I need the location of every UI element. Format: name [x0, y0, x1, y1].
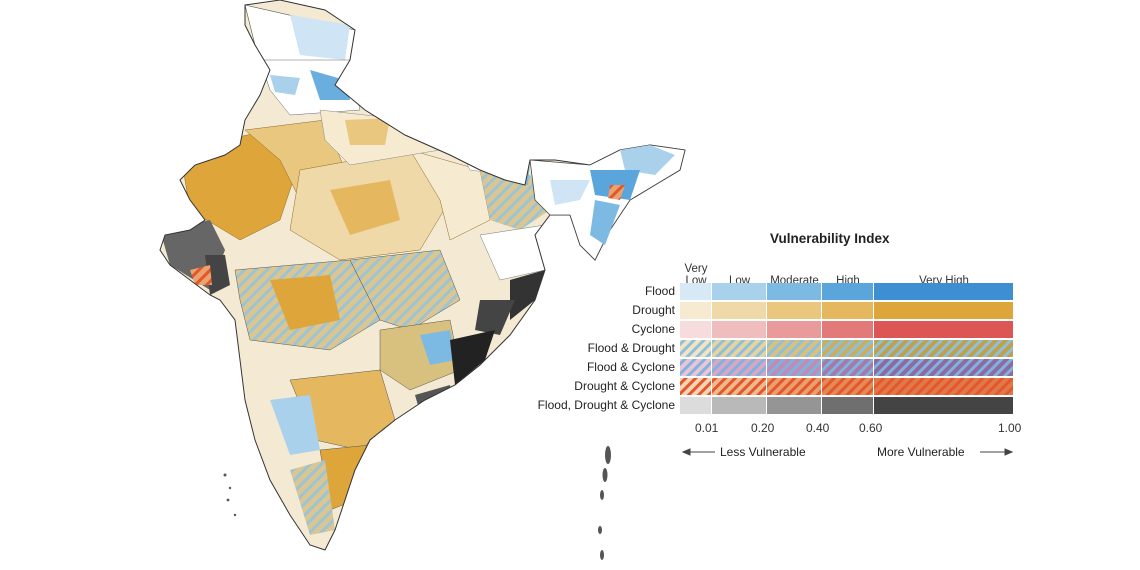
swatch-flood-drought-high — [822, 340, 873, 357]
swatch-flood-drought-cyclone-very-low — [680, 397, 711, 414]
row-label-cyclone: Cyclone — [631, 322, 675, 336]
legend-title: Vulnerability Index — [770, 231, 890, 246]
swatch-flood-drought-moderate — [767, 340, 821, 357]
row-label-flood-cyclone: Flood & Cyclone — [586, 360, 675, 374]
swatch-cyclone-high — [822, 321, 873, 338]
swatch-cyclone-very-high — [874, 321, 1013, 338]
swatch-flood-drought-very-low — [680, 340, 711, 357]
arrow-right-head — [1004, 448, 1014, 456]
swatch-drought-moderate — [767, 302, 821, 319]
swatch-drought-very-high — [874, 302, 1013, 319]
northeast-region — [529, 144, 686, 261]
swatch-flood-high — [822, 283, 873, 300]
swatch-flood-cyclone-low — [712, 359, 766, 376]
india-outline — [159, 0, 686, 551]
swatch-flood-very-low — [680, 283, 711, 300]
less-vulnerable-label: Less Vulnerable — [720, 445, 806, 459]
map-svg — [159, 0, 686, 560]
row-label-flood: Flood — [644, 284, 675, 298]
swatch-flood-cyclone-high — [822, 359, 873, 376]
swatch-drought-high — [822, 302, 873, 319]
row-label-flood-drought-cyclone: Flood, Drought & Cyclone — [537, 398, 675, 412]
swatch-drought-cyclone-high — [822, 378, 873, 395]
swatch-drought-low — [712, 302, 766, 319]
swatch-drought-very-low — [680, 302, 711, 319]
row-label-flood-drought: Flood & Drought — [587, 341, 675, 355]
india-vulnerability-map — [150, 0, 710, 570]
legend: Vulnerability Index Very Low Low Moderat… — [520, 225, 1030, 465]
swatch-flood-cyclone-moderate — [767, 359, 821, 376]
lakshadweep-islands — [223, 473, 237, 517]
swatch-cyclone-moderate — [767, 321, 821, 338]
swatch-drought-cyclone-very-low — [680, 378, 711, 395]
swatch-cyclone-low — [712, 321, 766, 338]
swatch-flood-drought-low — [712, 340, 766, 357]
swatch-flood-cyclone-very-high — [874, 359, 1013, 376]
tick-label-1: 0.20 — [751, 421, 775, 435]
more-vulnerable-label: More Vulnerable — [877, 445, 965, 459]
arrow-left-head — [681, 448, 691, 456]
row-label-drought: Drought — [632, 303, 675, 317]
tick-label-3: 0.60 — [859, 421, 883, 435]
tick-label-2: 0.40 — [806, 421, 830, 435]
swatch-flood-very-high — [874, 283, 1013, 300]
legend-swatches — [680, 283, 1014, 456]
swatch-flood-low — [712, 283, 766, 300]
swatch-flood-moderate — [767, 283, 821, 300]
tick-label-4: 1.00 — [998, 421, 1022, 435]
swatch-drought-cyclone-low — [712, 378, 766, 395]
swatch-cyclone-very-low — [680, 321, 711, 338]
row-label-drought-cyclone: Drought & Cyclone — [574, 379, 675, 393]
band-label-very-low-line1: Very — [684, 263, 708, 275]
swatch-flood-drought-cyclone-high — [822, 397, 873, 414]
tick-label-0: 0.01 — [695, 421, 719, 435]
swatch-drought-cyclone-moderate — [767, 378, 821, 395]
swatch-flood-drought-very-high — [874, 340, 1013, 357]
swatch-drought-cyclone-very-high — [874, 378, 1013, 395]
swatch-flood-drought-cyclone-moderate — [767, 397, 821, 414]
swatch-flood-drought-cyclone-low — [712, 397, 766, 414]
andaman-islands — [598, 446, 611, 560]
swatch-flood-cyclone-very-low — [680, 359, 711, 376]
swatch-flood-drought-cyclone-very-high — [874, 397, 1013, 414]
